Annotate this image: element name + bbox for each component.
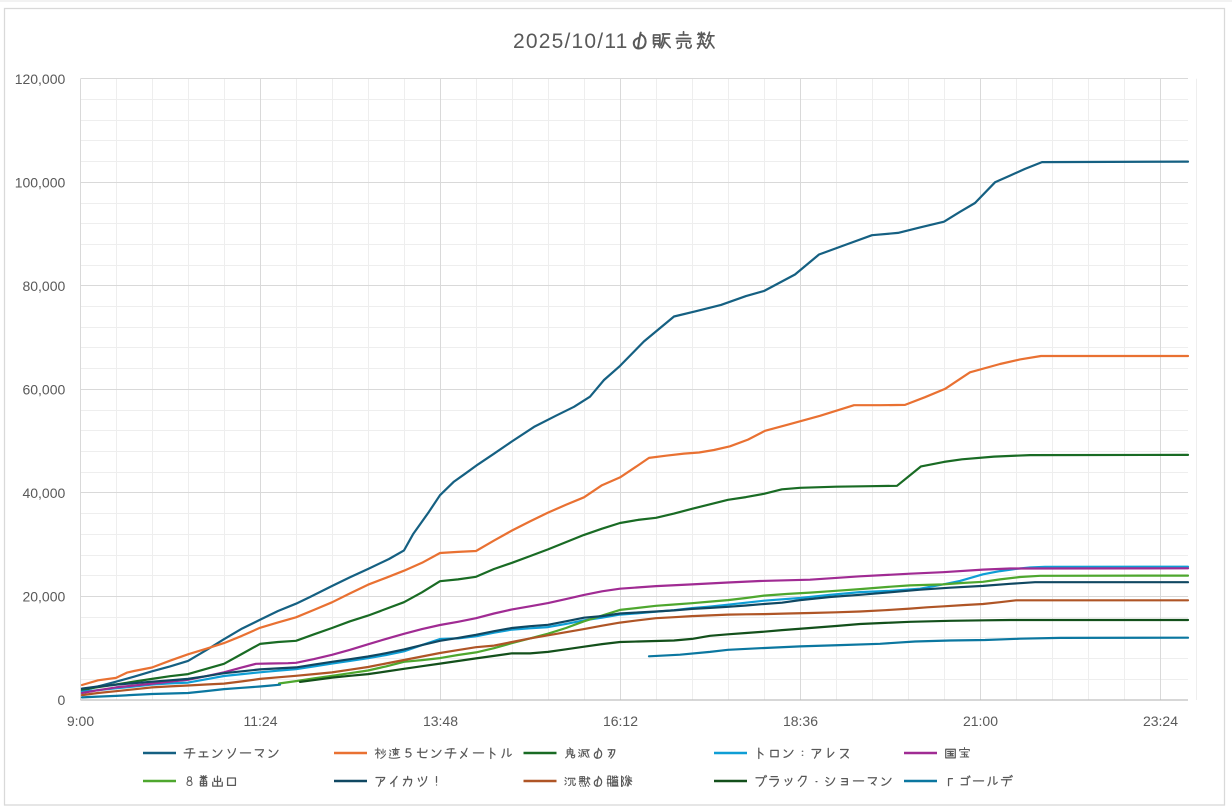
svg-text:18:36: 18:36	[783, 713, 818, 729]
svg-text:13:48: 13:48	[423, 713, 458, 729]
svg-text:100,000: 100,000	[15, 174, 66, 190]
svg-text:16:12: 16:12	[603, 713, 638, 729]
svg-text:80,000: 80,000	[22, 278, 65, 294]
svg-text:120,000: 120,000	[15, 71, 66, 87]
svg-text:2025/10/11: 2025/10/11	[513, 30, 629, 53]
svg-text:23:24: 23:24	[1143, 713, 1178, 729]
svg-text:40,000: 40,000	[22, 485, 65, 501]
svg-text:11:24: 11:24	[244, 713, 278, 729]
svg-text:60,000: 60,000	[22, 381, 65, 397]
svg-text:20,000: 20,000	[22, 589, 65, 605]
svg-text:9:00: 9:00	[67, 713, 94, 729]
svg-text:21:00: 21:00	[963, 713, 998, 729]
svg-text:0: 0	[58, 692, 66, 708]
